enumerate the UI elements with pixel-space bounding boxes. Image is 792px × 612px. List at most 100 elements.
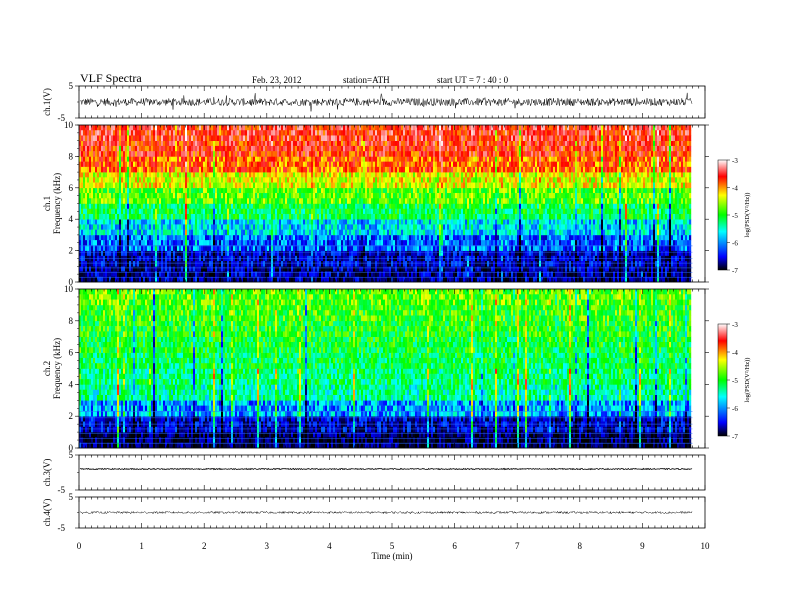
spectro-cell — [215, 261, 218, 267]
spectro-cell — [137, 240, 140, 246]
spectro-cell — [323, 166, 326, 173]
spectro-cell — [161, 271, 164, 278]
spectro-cell — [117, 130, 120, 136]
spectro-cell — [91, 240, 94, 246]
spectro-cell — [343, 130, 346, 136]
spectro-cell — [353, 240, 356, 246]
spectro-cell — [299, 261, 302, 267]
spectro-cell — [329, 182, 332, 189]
spectro-cell — [201, 140, 204, 147]
spectro-cell — [197, 125, 200, 131]
spectro-cell — [357, 166, 360, 173]
spectro-cell — [397, 240, 400, 246]
spectro-cell — [209, 276, 212, 283]
spectro-cell — [95, 245, 98, 251]
spectro-cell — [381, 172, 384, 178]
spectro-cell — [353, 156, 356, 162]
spectro-cell — [295, 224, 298, 230]
spectro-cell — [149, 224, 152, 230]
spectro-cell — [143, 229, 146, 236]
spectro-cell — [149, 151, 152, 157]
spectro-cell — [179, 193, 182, 199]
spectro-cell — [155, 229, 158, 236]
spectro-cell — [155, 130, 158, 136]
spectro-cell — [183, 276, 186, 283]
spectro-cell — [393, 213, 396, 220]
spectro-cell — [377, 234, 380, 241]
spectro-cell — [331, 182, 334, 189]
spectro-cell — [351, 276, 354, 283]
spectro-cell — [213, 135, 216, 141]
spectro-cell — [389, 203, 392, 210]
spectro-cell — [263, 245, 266, 251]
spectro-cell — [345, 198, 348, 204]
spectro-cell — [323, 177, 326, 183]
spectro-cell — [165, 261, 168, 267]
spectro-cell — [119, 208, 122, 215]
spectro-cell — [119, 240, 122, 246]
spectro-cell — [293, 130, 296, 136]
spectro-cell — [163, 156, 166, 162]
spectro-cell — [127, 130, 130, 136]
spectro-cell — [113, 177, 116, 183]
spectro-cell — [333, 182, 336, 189]
spectro-cell — [281, 276, 284, 283]
spectro-cell — [247, 213, 250, 220]
spectro-cell — [263, 198, 266, 204]
spectro-cell — [127, 271, 130, 278]
spectro-cell — [215, 271, 218, 278]
spectro-cell — [305, 140, 308, 147]
spectro-cell — [91, 203, 94, 210]
spectro-cell — [323, 250, 326, 257]
spectro-cell — [201, 161, 204, 168]
spectro-cell — [201, 198, 204, 204]
spectro-cell — [253, 161, 256, 168]
spectro-cell — [327, 166, 330, 173]
spectro-cell — [133, 198, 136, 204]
spectro-cell — [219, 203, 222, 210]
spectro-cell — [309, 240, 312, 246]
spectro-cell — [395, 130, 398, 136]
spectro-cell — [249, 240, 252, 246]
spectro-cell — [115, 156, 118, 162]
spectro-cell — [193, 245, 196, 251]
spectro-cell — [199, 125, 202, 131]
spectro-cell — [149, 261, 152, 267]
spectro-cell — [103, 130, 106, 136]
spectro-cell — [85, 245, 88, 251]
spectro-cell — [251, 219, 254, 225]
spectro-cell — [173, 208, 176, 215]
spectro-cell — [91, 125, 94, 131]
spectro-cell — [131, 140, 134, 147]
spectro-cell — [179, 219, 182, 225]
spectro-cell — [87, 229, 90, 236]
spectro-cell — [329, 177, 332, 183]
spectro-cell — [357, 130, 360, 136]
spectro-cell — [177, 245, 180, 251]
spectro-cell — [195, 224, 198, 230]
spectro-cell — [375, 156, 378, 162]
spectro-cell — [275, 177, 278, 183]
spectro-cell — [191, 245, 194, 251]
spectro-cell — [119, 172, 122, 178]
spectro-cell — [207, 240, 210, 246]
spectro-cell — [309, 198, 312, 204]
spectro-cell — [159, 219, 162, 225]
spectro-cell — [385, 250, 388, 257]
spectro-cell — [361, 135, 364, 141]
spectro-cell — [163, 229, 166, 236]
spectro-cell — [199, 198, 202, 204]
spectro-cell — [85, 130, 88, 136]
spectro-cell — [141, 250, 144, 257]
spectro-cell — [289, 125, 292, 131]
spectro-cell — [119, 219, 122, 225]
spectro-cell — [177, 208, 180, 215]
spectro-cell — [283, 240, 286, 246]
spectro-cell — [355, 166, 358, 173]
spectro-cell — [333, 193, 336, 199]
spectro-cell — [339, 177, 342, 183]
spectro-cell — [343, 172, 346, 178]
spectro-cell — [359, 166, 362, 173]
spectro-cell — [151, 125, 154, 131]
spectro-cell — [317, 125, 320, 131]
